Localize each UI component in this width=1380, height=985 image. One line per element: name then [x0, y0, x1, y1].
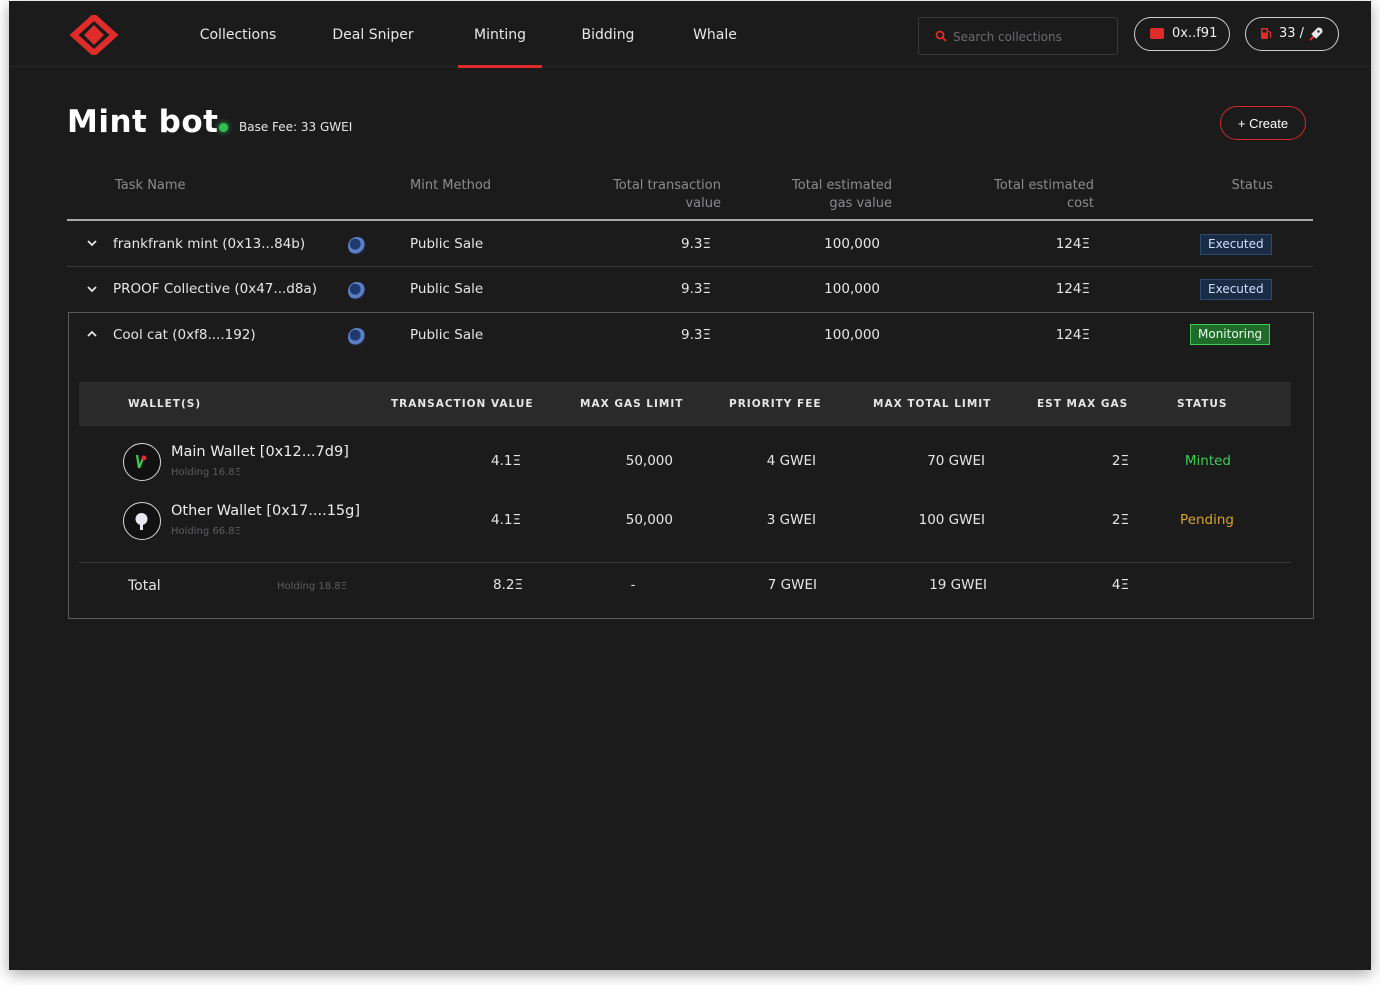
sub-col-wallets: WALLET(S) [128, 398, 202, 410]
app-window: Collections Deal Sniper Minting Bidding … [9, 1, 1371, 970]
chevron-up-icon[interactable] [87, 330, 97, 338]
search-icon [935, 30, 947, 42]
header-divider [67, 219, 1313, 221]
total-max-total: 19 GWEI [929, 577, 987, 593]
base-fee-label: Base Fee: 33 GWEI [239, 120, 353, 134]
tab-bidding[interactable]: Bidding [581, 27, 635, 43]
tab-whale[interactable]: Whale [693, 27, 737, 43]
total-cost: 124Ξ [1055, 236, 1090, 252]
priority-fee: 3 GWEI [766, 512, 816, 528]
create-button[interactable]: + Create [1220, 106, 1306, 140]
task-name: Cool cat (0xf8....192) [113, 327, 256, 343]
wallet-nft-icon [135, 513, 148, 530]
page-title: Mint bot [67, 104, 219, 140]
tab-collections[interactable]: Collections [199, 27, 277, 43]
col-header-total-cost: Total estimated cost [994, 178, 1094, 211]
total-gas: 100,000 [824, 236, 880, 252]
search-input[interactable] [953, 26, 1111, 48]
col-header-total-gas: Total estimated gas value [792, 178, 892, 211]
total-priority-fee: 7 GWEI [767, 577, 817, 593]
total-label: Total [128, 578, 161, 594]
chevron-down-icon[interactable] [87, 285, 97, 293]
tx-value: 4.1Ξ [491, 512, 521, 528]
max-total: 100 GWEI [918, 512, 985, 528]
gas-tracker-button[interactable]: 33 / [1245, 17, 1339, 51]
chevron-down-icon[interactable] [87, 239, 97, 247]
wallet-name: Main Wallet [0x12...7d9] [171, 444, 349, 460]
col-header-mint-method: Mint Method [410, 178, 492, 193]
wallet-avatar [123, 502, 161, 540]
tab-deal-sniper[interactable]: Deal Sniper [332, 27, 414, 43]
task-name: frankfrank mint (0x13...84b) [113, 236, 306, 252]
col-header-task-name: Task Name [115, 178, 186, 193]
tx-value: 4.1Ξ [491, 453, 521, 469]
sub-col-est-max-gas: EST MAX GAS [1037, 398, 1129, 410]
search-box[interactable] [918, 17, 1118, 55]
wallet-status: Minted [1184, 453, 1231, 469]
tab-minting[interactable]: Minting [458, 1, 542, 68]
wallet-status: Pending [1180, 512, 1234, 528]
total-tx-value: 9.3Ξ [681, 327, 711, 343]
wallet-holding: Holding 66.8Ξ [171, 526, 241, 537]
collection-coin-icon [348, 237, 366, 255]
mint-method: Public Sale [410, 281, 484, 297]
collection-coin-icon [348, 282, 366, 300]
total-holding: Holding 18.8Ξ [277, 581, 347, 592]
total-tx-value: 9.3Ξ [681, 236, 711, 252]
max-gas: 50,000 [625, 453, 673, 469]
est-max-gas: 2Ξ [1111, 512, 1129, 528]
total-cost: 124Ξ [1055, 327, 1090, 343]
wallet-subtable-header [79, 382, 1291, 426]
col-header-status: Status [1231, 178, 1273, 193]
total-divider [79, 562, 1291, 563]
sub-col-tx-value: TRANSACTION VALUE [391, 398, 534, 410]
gas-value-label: 33 / [1279, 26, 1305, 41]
expanded-task-panel [68, 312, 1314, 619]
wallet-avatar [123, 443, 161, 481]
status-dot-icon [219, 123, 228, 132]
top-navigation: Collections Deal Sniper Minting Bidding … [9, 1, 1371, 68]
wallet-flag-icon [1150, 28, 1164, 39]
wallet-nft-icon [135, 454, 147, 469]
sub-col-max-total: MAX TOTAL LIMIT [873, 398, 992, 410]
gas-pump-icon [1261, 28, 1272, 39]
total-est-max-gas: 4Ξ [1111, 577, 1129, 593]
mint-method: Public Sale [410, 236, 484, 252]
total-cost: 124Ξ [1055, 281, 1090, 297]
status-badge: Executed [1200, 234, 1272, 255]
row-divider [67, 266, 1313, 267]
task-name: PROOF Collective (0x47...d8a) [113, 281, 317, 297]
priority-fee: 4 GWEI [766, 453, 816, 469]
sub-col-priority-fee: PRIORITY FEE [729, 398, 822, 410]
wallet-address-label: 0x..f91 [1172, 26, 1218, 41]
sub-col-max-gas: MAX GAS LIMIT [580, 398, 684, 410]
col-header-total-tx-value: Total transaction value [613, 178, 721, 211]
max-gas: 50,000 [625, 512, 673, 528]
est-max-gas: 2Ξ [1111, 453, 1129, 469]
logo-diamond-icon[interactable] [68, 15, 120, 55]
wallet-address-button[interactable]: 0x..f91 [1134, 17, 1230, 51]
total-gas: 100,000 [824, 281, 880, 297]
total-tx-value: 8.2Ξ [493, 577, 523, 593]
wallet-name: Other Wallet [0x17....15g] [171, 503, 361, 519]
status-badge: Executed [1200, 279, 1272, 300]
mint-method: Public Sale [410, 327, 484, 343]
status-badge: Monitoring [1190, 324, 1271, 345]
max-total: 70 GWEI [927, 453, 985, 469]
rocket-icon [1309, 27, 1323, 41]
wallet-holding: Holding 16.8Ξ [171, 467, 241, 478]
total-max-gas: - [630, 577, 636, 593]
total-tx-value: 9.3Ξ [681, 281, 711, 297]
total-gas: 100,000 [824, 327, 880, 343]
collection-coin-icon [348, 328, 366, 346]
sub-col-status: STATUS [1177, 398, 1228, 410]
